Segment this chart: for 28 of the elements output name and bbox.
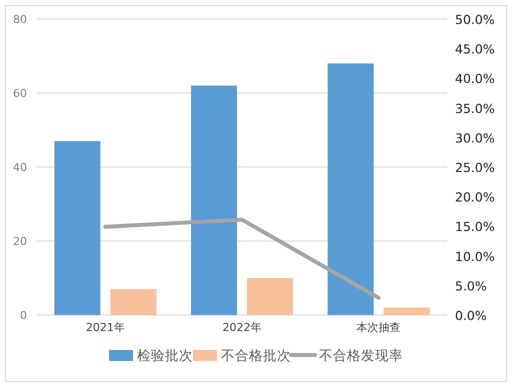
- y2-tick-label: 30.0%: [455, 130, 495, 146]
- y2-tick-label: 15.0%: [455, 219, 495, 234]
- y2-tick-label: 10.0%: [455, 248, 495, 264]
- x-tick-label: 2021年: [86, 321, 125, 334]
- y-tick-label: 80: [13, 13, 27, 26]
- bar: [110, 289, 156, 315]
- x-tick-label: 2022年: [222, 321, 262, 334]
- y-tick-label: 60: [13, 87, 27, 100]
- legend-label: 检验批次: [137, 348, 193, 364]
- bar: [247, 278, 293, 315]
- y-tick-label: 20: [13, 235, 27, 248]
- y2-tick-label: 40.0%: [455, 71, 495, 86]
- y-tick-label: 0: [20, 309, 27, 322]
- bar: [328, 63, 374, 315]
- bar: [191, 86, 237, 315]
- bar: [54, 141, 100, 315]
- y2-tick-label: 0.0%: [455, 308, 487, 323]
- y2-tick-label: 20.0%: [455, 190, 495, 205]
- legend-label: 不合格发现率: [319, 348, 403, 364]
- y2-tick-label: 25.0%: [455, 160, 495, 175]
- y2-tick-label: 5.0%: [455, 278, 487, 294]
- y2-tick-label: 35.0%: [455, 100, 495, 116]
- legend-label: 不合格批次: [221, 348, 291, 364]
- y2-tick-label: 45.0%: [455, 42, 495, 57]
- bar: [384, 308, 430, 315]
- y2-tick-label: 50.0%: [455, 12, 495, 27]
- y-tick-label: 40: [13, 161, 27, 174]
- x-tick-label: 本次抽查: [356, 321, 401, 334]
